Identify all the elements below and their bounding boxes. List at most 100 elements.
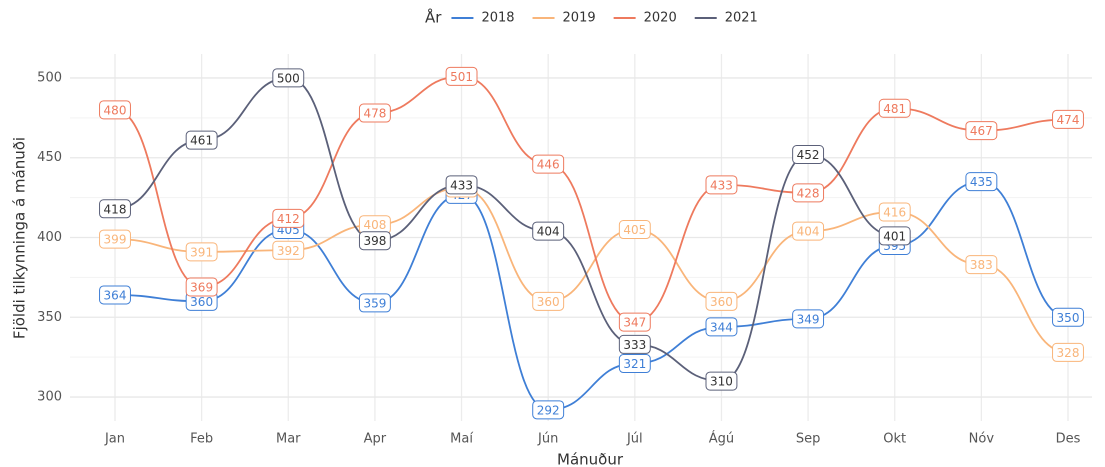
data-label: 310 bbox=[705, 371, 738, 391]
data-label: 408 bbox=[358, 215, 391, 235]
data-label: 333 bbox=[618, 334, 651, 354]
x-tick-label: Okt bbox=[883, 432, 906, 447]
data-label-text: 405 bbox=[623, 223, 646, 237]
series-line bbox=[114, 180, 1069, 411]
data-label: 364 bbox=[99, 285, 131, 305]
data-label-text: 360 bbox=[190, 295, 213, 309]
series-line bbox=[114, 75, 1069, 323]
legend-title: År bbox=[425, 8, 442, 27]
series-line bbox=[114, 77, 895, 383]
data-label: 404 bbox=[532, 221, 565, 241]
data-label: 360 bbox=[532, 291, 565, 311]
data-label-box bbox=[185, 130, 218, 150]
data-label-box bbox=[618, 354, 651, 374]
data-label-text: 501 bbox=[450, 70, 473, 84]
data-label-text: 321 bbox=[623, 357, 646, 371]
data-label-box bbox=[878, 202, 911, 222]
data-label-text: 349 bbox=[797, 312, 820, 326]
y-axis-label: Fjöldi tilkynninga á mánuði bbox=[11, 137, 29, 339]
data-label: 416 bbox=[878, 202, 911, 222]
x-tick-label: Jan bbox=[104, 432, 125, 447]
data-label-text: 333 bbox=[623, 338, 646, 352]
data-label-text: 392 bbox=[277, 244, 300, 258]
data-label-text: 404 bbox=[797, 225, 820, 239]
data-label-box bbox=[445, 66, 478, 86]
data-label-box bbox=[272, 68, 305, 88]
x-tick-label: Mar bbox=[276, 432, 301, 447]
data-label: 350 bbox=[1052, 307, 1084, 327]
data-label: 392 bbox=[272, 240, 305, 260]
data-label: 412 bbox=[272, 208, 305, 228]
grid bbox=[70, 54, 1092, 421]
data-label-text: 416 bbox=[883, 205, 906, 219]
data-label: 404 bbox=[792, 221, 825, 241]
data-label-text: 399 bbox=[104, 233, 127, 247]
data-label: 401 bbox=[878, 226, 911, 246]
x-tick-label: Júl bbox=[626, 432, 643, 447]
data-label-text: 418 bbox=[104, 202, 127, 216]
legend-label: 2018 bbox=[481, 11, 514, 26]
data-label-text: 433 bbox=[450, 178, 473, 192]
data-label: 474 bbox=[1052, 109, 1084, 129]
data-label: 359 bbox=[358, 293, 391, 313]
data-label-text: 401 bbox=[883, 229, 906, 243]
data-label: 360 bbox=[705, 291, 738, 311]
data-label-text: 359 bbox=[363, 296, 386, 310]
data-label: 433 bbox=[705, 175, 738, 195]
data-label-text: 500 bbox=[277, 71, 300, 85]
data-label-box bbox=[272, 240, 305, 260]
data-label-box bbox=[1052, 342, 1084, 362]
data-label-box bbox=[792, 183, 825, 203]
data-label-text: 408 bbox=[363, 218, 386, 232]
data-label-box bbox=[358, 231, 391, 251]
data-label-box bbox=[792, 309, 825, 329]
data-label-text: 452 bbox=[797, 148, 820, 162]
legend-label: 2019 bbox=[563, 11, 596, 26]
data-label: 461 bbox=[185, 130, 218, 150]
y-tick-label: 500 bbox=[37, 70, 62, 85]
data-label-box bbox=[878, 98, 911, 118]
data-label-box bbox=[185, 242, 218, 262]
data-label-text: 428 bbox=[797, 186, 820, 200]
data-label-text: 360 bbox=[710, 295, 733, 309]
data-label: 399 bbox=[99, 229, 131, 249]
data-label-text: 364 bbox=[104, 288, 127, 302]
data-label-text: 344 bbox=[710, 320, 733, 334]
data-label-text: 478 bbox=[363, 107, 386, 121]
data-label-text: 404 bbox=[537, 225, 560, 239]
x-tick-label: Des bbox=[1056, 432, 1081, 447]
data-label-box bbox=[965, 172, 998, 192]
data-label-box bbox=[705, 291, 738, 311]
data-label-box bbox=[99, 229, 131, 249]
x-tick-label: Apr bbox=[364, 432, 387, 447]
data-label-text: 433 bbox=[710, 178, 733, 192]
data-label-box bbox=[705, 175, 738, 195]
data-label: 391 bbox=[185, 242, 218, 262]
data-label-box bbox=[618, 220, 651, 240]
legend-label: 2021 bbox=[725, 11, 758, 26]
x-tick-label: Sep bbox=[796, 432, 821, 447]
data-label: 369 bbox=[185, 277, 218, 297]
data-label-box bbox=[445, 175, 478, 195]
data-label-text: 435 bbox=[970, 175, 993, 189]
x-tick-label: Nóv bbox=[969, 432, 995, 447]
data-label: 500 bbox=[272, 68, 305, 88]
x-tick-label: Jún bbox=[537, 432, 558, 447]
data-label-box bbox=[965, 255, 998, 275]
x-axis-label: Mánuður bbox=[557, 451, 624, 467]
data-label-box bbox=[965, 121, 998, 141]
data-label-text: 398 bbox=[363, 234, 386, 248]
data-label-box bbox=[99, 100, 131, 120]
data-label-box bbox=[532, 400, 565, 420]
data-label-text: 467 bbox=[970, 124, 993, 138]
data-label: 428 bbox=[792, 183, 825, 203]
data-label-text: 391 bbox=[190, 245, 213, 259]
data-label-text: 446 bbox=[537, 158, 560, 172]
data-label: 405 bbox=[618, 220, 651, 240]
data-label: 452 bbox=[792, 145, 825, 165]
data-label-box bbox=[185, 277, 218, 297]
y-tick-label: 450 bbox=[37, 150, 62, 165]
data-label-box bbox=[99, 199, 131, 219]
y-tick-label: 400 bbox=[37, 230, 62, 245]
